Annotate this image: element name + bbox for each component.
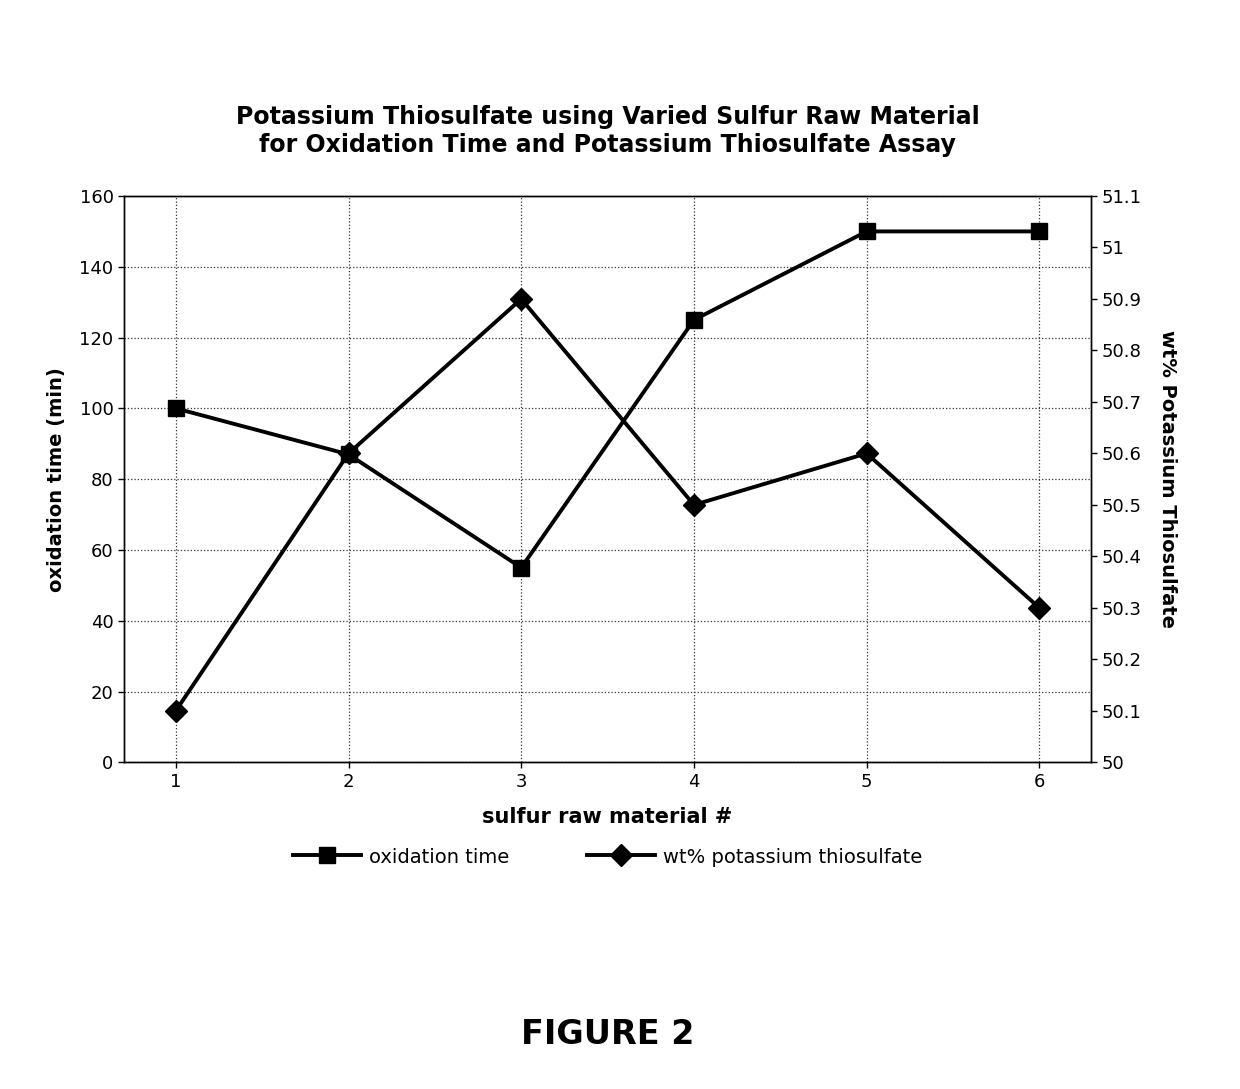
Line: wt% potassium thiosulfate: wt% potassium thiosulfate bbox=[169, 292, 1047, 719]
wt% potassium thiosulfate bbox=[1032, 601, 1047, 614]
oxidation time bbox=[687, 314, 702, 327]
wt% potassium thiosulfate bbox=[169, 705, 184, 718]
Text: FIGURE 2: FIGURE 2 bbox=[521, 1018, 694, 1051]
X-axis label: sulfur raw material #: sulfur raw material # bbox=[482, 807, 733, 828]
wt% potassium thiosulfate bbox=[341, 446, 356, 460]
oxidation time bbox=[1032, 224, 1047, 237]
Legend: oxidation time, wt% potassium thiosulfate: oxidation time, wt% potassium thiosulfat… bbox=[293, 846, 923, 867]
oxidation time bbox=[341, 448, 356, 461]
wt% potassium thiosulfate bbox=[859, 446, 874, 460]
oxidation time bbox=[859, 224, 874, 237]
Text: Potassium Thiosulfate using Varied Sulfur Raw Material
for Oxidation Time and Po: Potassium Thiosulfate using Varied Sulfu… bbox=[236, 105, 980, 157]
wt% potassium thiosulfate bbox=[687, 499, 702, 512]
wt% potassium thiosulfate bbox=[513, 293, 528, 306]
oxidation time bbox=[513, 561, 528, 574]
Line: oxidation time: oxidation time bbox=[169, 223, 1047, 575]
Y-axis label: oxidation time (min): oxidation time (min) bbox=[47, 367, 66, 591]
oxidation time bbox=[169, 402, 184, 415]
Y-axis label: wt% Potassium Thiosulfate: wt% Potassium Thiosulfate bbox=[1158, 330, 1177, 628]
